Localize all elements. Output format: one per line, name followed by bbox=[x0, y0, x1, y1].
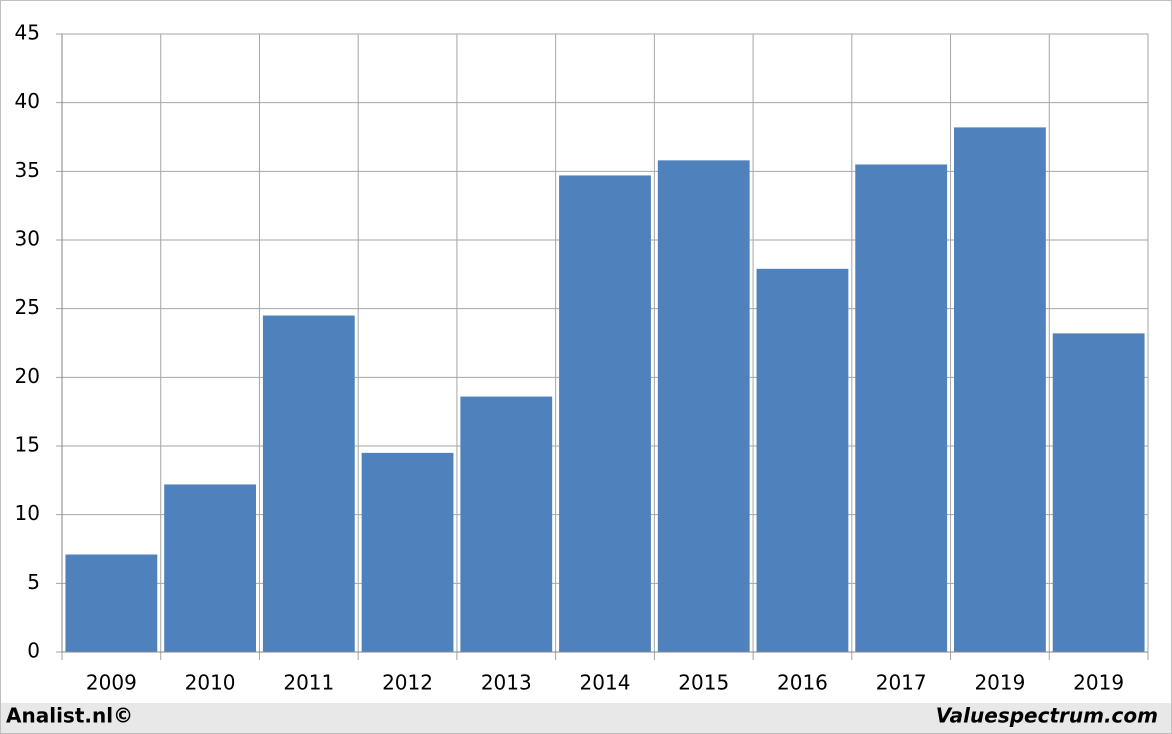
footer-left: Analist.nl© bbox=[6, 704, 133, 728]
footer-right: Valuespectrum.com bbox=[936, 704, 1158, 728]
y-tick-label: 30 bbox=[15, 227, 40, 251]
x-tick-label: 2019 bbox=[1073, 671, 1124, 695]
y-tick-label: 5 bbox=[27, 570, 40, 594]
bar bbox=[954, 127, 1046, 653]
bar bbox=[657, 160, 750, 652]
y-tick-label: 10 bbox=[15, 501, 40, 525]
y-tick-label: 35 bbox=[15, 158, 40, 182]
bar bbox=[164, 484, 256, 652]
x-tick-label: 2010 bbox=[185, 671, 236, 695]
bar bbox=[460, 396, 553, 652]
bar bbox=[262, 315, 355, 652]
x-tick-label: 2009 bbox=[86, 671, 137, 695]
y-tick-label: 0 bbox=[27, 639, 40, 663]
x-tick-label: 2011 bbox=[283, 671, 334, 695]
y-tick-label: 40 bbox=[15, 89, 40, 113]
y-tick-label: 20 bbox=[15, 364, 40, 388]
bar bbox=[361, 452, 454, 652]
y-tick-label: 45 bbox=[15, 21, 40, 45]
x-tick-label: 2017 bbox=[876, 671, 927, 695]
bar bbox=[559, 175, 651, 652]
x-tick-label: 2012 bbox=[382, 671, 433, 695]
bar bbox=[1052, 333, 1145, 652]
bar bbox=[65, 554, 158, 652]
x-tick-label: 2015 bbox=[678, 671, 729, 695]
bar bbox=[855, 164, 948, 652]
x-tick-label: 2013 bbox=[481, 671, 532, 695]
x-tick-label: 2016 bbox=[777, 671, 828, 695]
x-tick-label: 2014 bbox=[580, 671, 631, 695]
y-tick-label: 25 bbox=[15, 295, 40, 319]
x-tick-label: 2019 bbox=[974, 671, 1025, 695]
bar bbox=[756, 268, 849, 652]
y-tick-label: 15 bbox=[15, 433, 40, 457]
footer-bar bbox=[1, 703, 1171, 733]
